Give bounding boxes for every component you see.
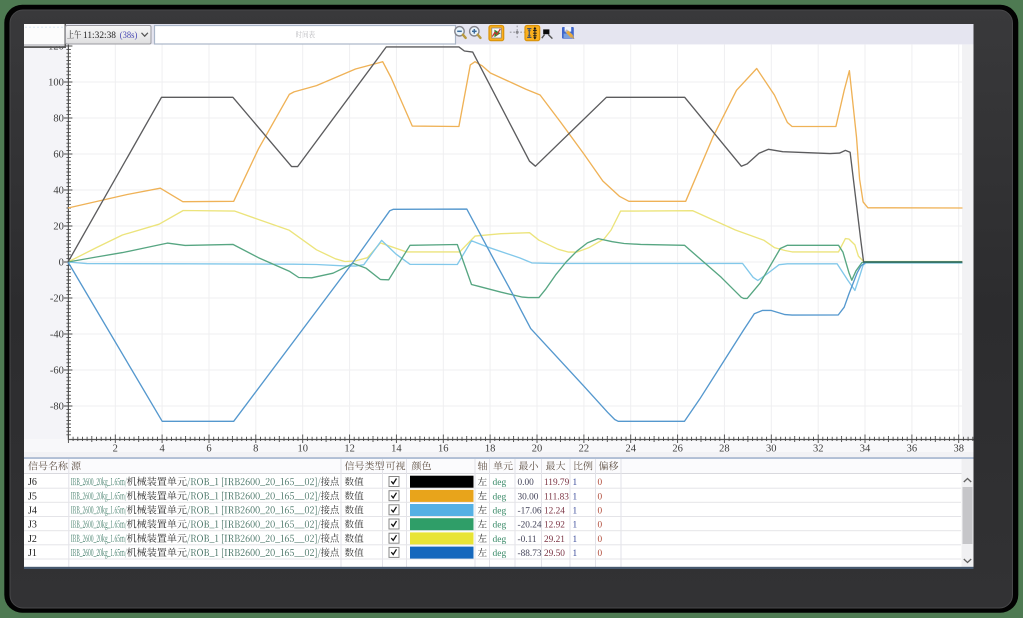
svg-text:1: 1 (573, 506, 578, 516)
svg-text:34: 34 (860, 444, 871, 455)
svg-text:1: 1 (573, 478, 578, 488)
svg-text:12: 12 (344, 444, 355, 455)
svg-text:26: 26 (672, 444, 683, 455)
svg-text:0: 0 (598, 506, 603, 516)
svg-text:18: 18 (485, 444, 496, 455)
svg-text:-17.06: -17.06 (518, 506, 542, 516)
svg-text:deg: deg (493, 506, 507, 516)
svg-text:24: 24 (625, 444, 636, 455)
svg-text:(38s): (38s) (120, 30, 138, 41)
svg-text:10: 10 (297, 444, 308, 455)
svg-text:1: 1 (573, 492, 578, 502)
svg-text:1: 1 (573, 521, 578, 531)
svg-text:J6: J6 (28, 477, 37, 488)
svg-text:-0.11: -0.11 (518, 535, 537, 545)
svg-text:111.83: 111.83 (544, 492, 569, 502)
svg-text:-40: -40 (50, 330, 64, 341)
svg-text:0: 0 (598, 478, 603, 488)
svg-text:119.79: 119.79 (544, 478, 570, 488)
svg-text:0: 0 (598, 521, 603, 531)
svg-text:36: 36 (907, 444, 918, 455)
svg-text:11:32:38: 11:32:38 (83, 31, 116, 41)
svg-text:0: 0 (598, 492, 603, 502)
svg-text:J1: J1 (28, 548, 37, 559)
svg-text:deg: deg (493, 478, 507, 488)
svg-text:-88.73: -88.73 (518, 549, 542, 559)
svg-text:20: 20 (53, 222, 64, 233)
svg-text:-60: -60 (50, 366, 64, 377)
svg-text:deg: deg (493, 549, 507, 559)
svg-text:80: 80 (53, 114, 64, 125)
svg-text:16: 16 (438, 444, 449, 455)
svg-text:8: 8 (253, 444, 258, 455)
svg-text:22: 22 (579, 444, 590, 455)
svg-text:30: 30 (766, 444, 777, 455)
svg-text:J2: J2 (28, 534, 37, 545)
svg-text:40: 40 (53, 186, 64, 197)
svg-text:29.21: 29.21 (544, 535, 565, 545)
svg-text:100: 100 (48, 78, 64, 89)
svg-text:J5: J5 (28, 491, 37, 502)
svg-text:0: 0 (598, 535, 603, 545)
svg-text:J3: J3 (28, 520, 37, 531)
svg-text:4: 4 (159, 444, 165, 455)
svg-text:60: 60 (53, 150, 64, 161)
svg-text:0: 0 (598, 549, 603, 559)
svg-text:-20.24: -20.24 (518, 521, 542, 531)
svg-text:29.50: 29.50 (544, 549, 565, 559)
svg-text:14: 14 (391, 444, 402, 455)
svg-text:6: 6 (206, 444, 211, 455)
svg-text:J4: J4 (28, 505, 37, 516)
svg-text:deg: deg (493, 492, 507, 502)
svg-text:20: 20 (532, 444, 543, 455)
svg-text:120: 120 (48, 42, 64, 53)
svg-text:-20: -20 (50, 294, 64, 305)
svg-text:0.00: 0.00 (518, 478, 535, 488)
svg-text:12.92: 12.92 (544, 521, 565, 531)
svg-text:1: 1 (573, 535, 578, 545)
svg-text:32: 32 (813, 444, 824, 455)
svg-text:30.00: 30.00 (518, 492, 539, 502)
svg-text:-80: -80 (50, 402, 64, 413)
svg-text:1: 1 (573, 549, 578, 559)
svg-text:deg: deg (493, 535, 507, 545)
svg-text:38: 38 (953, 444, 964, 455)
svg-text:deg: deg (493, 521, 507, 531)
svg-text:12.24: 12.24 (544, 506, 565, 516)
svg-text:2: 2 (113, 444, 118, 455)
svg-text:0: 0 (59, 258, 64, 269)
svg-text:28: 28 (719, 444, 730, 455)
